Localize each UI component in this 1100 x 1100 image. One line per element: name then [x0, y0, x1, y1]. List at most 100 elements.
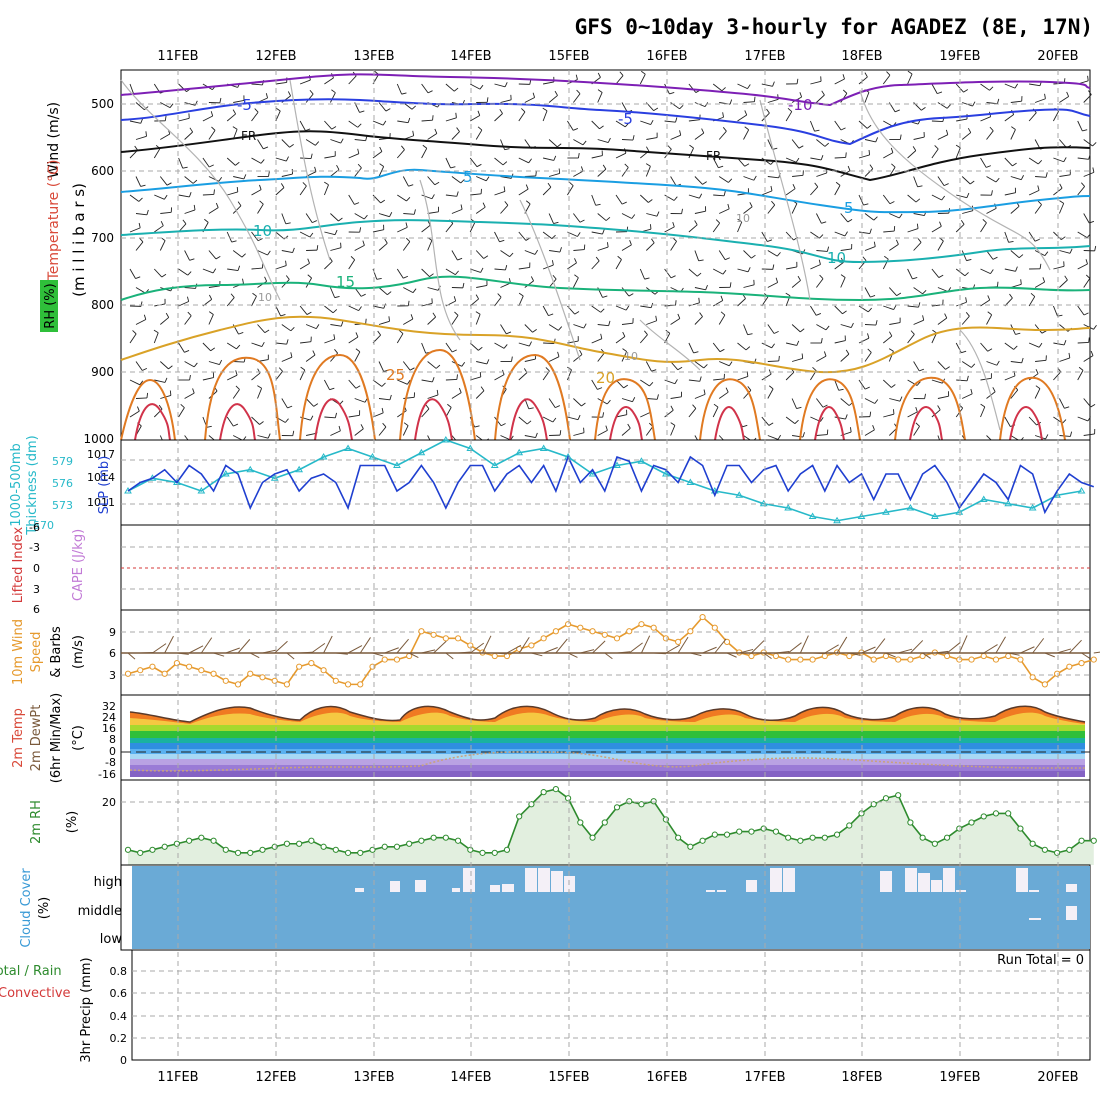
upper-wind-barb — [688, 83, 697, 93]
upper-wind-barb — [694, 316, 703, 325]
upper-wind-barb-flag — [233, 423, 239, 427]
upper-wind-barb — [980, 83, 990, 91]
upper-wind-barb — [743, 101, 755, 103]
upper-wind-barb-flag — [259, 421, 264, 425]
upper-wind-barb-flag — [307, 258, 310, 264]
upper-wind-barb — [639, 194, 649, 203]
upper-wind-barb-flag — [581, 402, 586, 407]
upper-wind-barb — [475, 390, 485, 399]
upper-wind-barb — [135, 102, 145, 111]
upper-wind-barb-flag — [767, 239, 773, 242]
upper-wind-barb-flag — [331, 126, 337, 130]
wind-speed-point — [393, 656, 401, 663]
cloud-bar — [538, 868, 550, 892]
upper-wind-barb-flag — [405, 237, 411, 242]
wind-barb — [445, 652, 454, 660]
axis-label-lifted-index: Lifted Index — [11, 526, 26, 603]
cloud-bar — [1016, 868, 1028, 892]
upper-wind-barb — [688, 342, 694, 354]
upper-wind-barb-flag — [389, 212, 393, 217]
upper-wind-barb — [469, 115, 480, 122]
upper-wind-barb — [300, 157, 312, 160]
upper-wind-barb-flag — [452, 349, 457, 353]
temp-warm-band — [130, 712, 1085, 725]
upper-wind-barb-flag — [692, 404, 697, 409]
upper-wind-barb-flag — [989, 86, 994, 91]
wind-barb — [1093, 651, 1100, 654]
rh-point — [931, 840, 938, 847]
upper-wind-barb-flag — [725, 387, 729, 393]
upper-wind-barb-flag — [532, 329, 537, 333]
upper-wind-barb — [208, 285, 220, 288]
upper-wind-barb-flag — [280, 183, 285, 188]
upper-wind-barb — [907, 305, 919, 308]
upper-wind-barb — [1083, 213, 1090, 224]
upper-wind-barb-flag — [699, 376, 702, 382]
upper-wind-barb — [1053, 371, 1062, 381]
upper-wind-barb-flag — [559, 247, 562, 253]
upper-wind-barb — [445, 268, 456, 276]
upper-wind-barb — [1028, 231, 1036, 242]
upper-wind-barb — [840, 248, 852, 251]
upper-wind-barb — [330, 430, 341, 436]
upper-wind-barb — [913, 213, 925, 217]
upper-wind-barb — [1077, 120, 1083, 132]
wind-speed-point — [528, 642, 535, 649]
upper-wind-barb — [931, 268, 940, 278]
upper-wind-barb-flag — [1042, 277, 1046, 283]
wind-speed-point — [173, 660, 180, 667]
upper-wind-barb-flag — [722, 127, 727, 132]
upper-wind-barb — [396, 149, 405, 159]
upper-wind-barb-flag — [314, 166, 317, 172]
upper-wind-barb — [737, 83, 748, 90]
upper-wind-barb-flag — [169, 103, 174, 108]
wind-speed-point — [821, 652, 828, 660]
upper-wind-barb — [548, 356, 560, 362]
upper-wind-barb-flag — [922, 289, 927, 295]
upper-wind-barb — [913, 319, 924, 325]
upper-wind-barb-flag — [737, 218, 743, 223]
upper-wind-barb — [421, 342, 427, 354]
upper-wind-barb-flag — [453, 87, 459, 92]
upper-wind-barb-flag — [889, 201, 895, 205]
upper-wind-barb — [445, 157, 451, 169]
upper-wind-barb — [816, 139, 826, 147]
upper-wind-barb-flag — [377, 330, 382, 336]
upper-wind-barb-flag — [480, 267, 484, 273]
wind-barb — [799, 635, 809, 654]
upper-wind-barb — [135, 176, 142, 187]
top-date-label: 19FEB — [939, 49, 980, 64]
wind-speed-point — [320, 667, 327, 674]
upper-wind-barb-flag — [845, 152, 847, 158]
upper-wind-barb-flag — [771, 343, 775, 349]
upper-wind-barb-flag — [966, 192, 970, 198]
upper-wind-barb — [257, 435, 269, 439]
upper-wind-barb — [251, 83, 263, 86]
upper-wind-barb — [591, 120, 600, 130]
upper-wind-barb-flag — [478, 346, 483, 351]
upper-wind-barb — [883, 413, 895, 418]
rh-point — [882, 795, 890, 802]
upper-wind-barb-flag — [535, 432, 538, 438]
upper-wind-barb — [281, 250, 293, 254]
upper-wind-barb-flag — [826, 246, 830, 252]
wind-barb — [237, 639, 251, 654]
upper-wind-barb-flag — [670, 422, 676, 426]
upper-wind-barb — [712, 222, 721, 233]
upper-wind-barb-flag — [573, 128, 579, 131]
chart-title: GFS 0~10day 3-hourly for AGADEZ (8E, 17N… — [575, 15, 1093, 39]
rh-point — [992, 810, 1000, 817]
upper-wind-barb — [494, 296, 502, 307]
upper-wind-barb — [378, 320, 390, 325]
upper-wind-barb-flag — [263, 146, 269, 150]
upper-wind-barb — [184, 287, 196, 289]
upper-wind-barb-flag — [818, 259, 821, 265]
wind-barb — [787, 642, 802, 654]
upper-wind-barb-flag — [213, 189, 215, 195]
upper-wind-barb — [275, 157, 287, 162]
upper-wind-barb — [743, 129, 750, 140]
upper-wind-barb — [1077, 263, 1088, 270]
upper-wind-barb-flag — [776, 252, 781, 257]
upper-wind-barb — [1077, 157, 1089, 160]
wind-speed-point — [895, 656, 902, 663]
